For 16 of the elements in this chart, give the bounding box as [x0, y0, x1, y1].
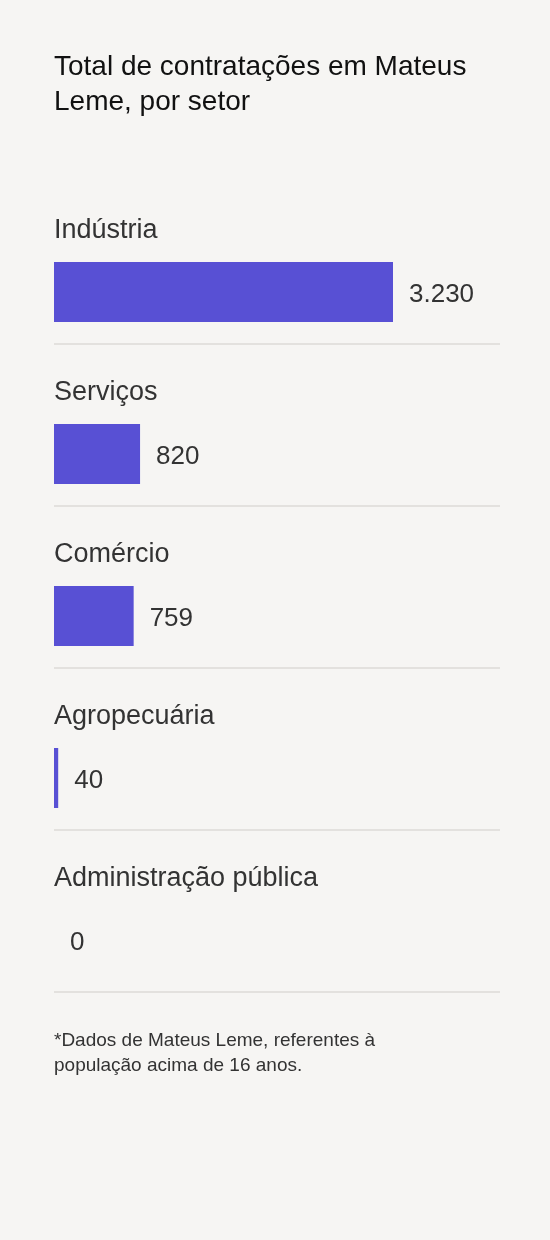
bar	[54, 424, 141, 484]
bar	[54, 586, 134, 646]
bar	[54, 262, 393, 322]
y-tick-label: Agropecuária	[54, 700, 216, 730]
data-label: 759	[149, 602, 194, 632]
data-label: 3.230	[409, 278, 475, 308]
data-label: 820	[156, 440, 200, 470]
y-tick-label: Indústria	[54, 214, 159, 244]
y-tick-label: Serviços	[54, 376, 158, 406]
y-tick-label: Administração pública	[54, 862, 320, 892]
data-label: 40	[74, 764, 104, 794]
chart-title: Total de contratações em Mateus Leme, por setor	[54, 49, 468, 118]
text: *Dados de Mateus Leme, referentes à população acima de 16 anos.	[54, 1028, 377, 1077]
data-label: 0	[70, 926, 85, 956]
y-tick-label: Comércio	[54, 538, 170, 568]
bar	[54, 748, 59, 808]
